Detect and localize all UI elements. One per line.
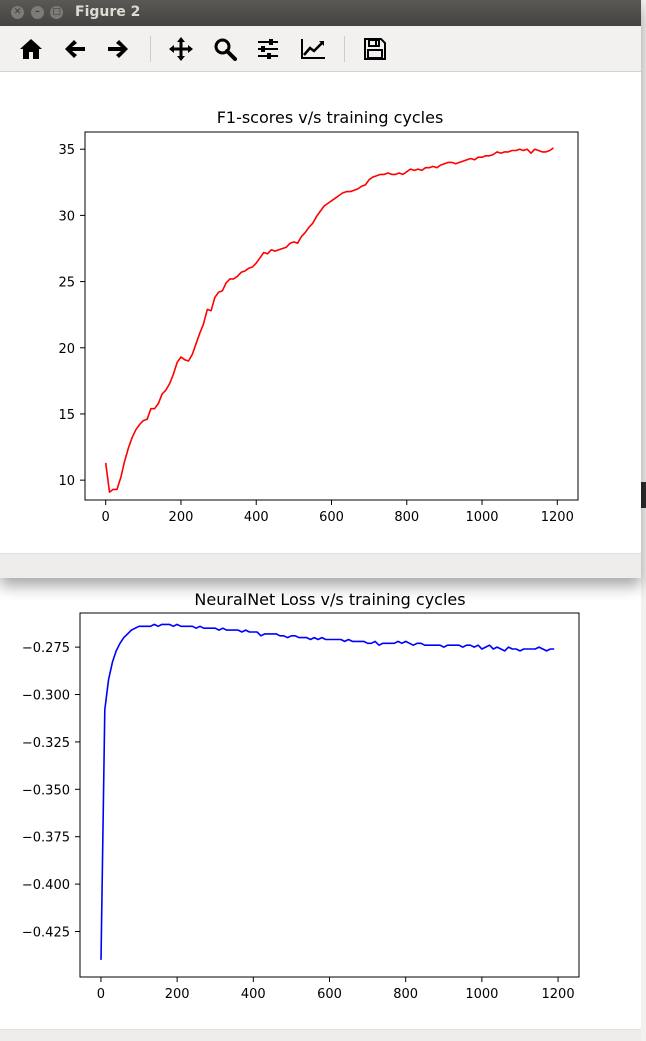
c2-y-tick-label: −0.325 — [22, 736, 70, 751]
move-icon — [169, 37, 193, 61]
f1-chart-title: F1-scores v/s training cycles — [217, 108, 444, 127]
floppy-disk-icon — [364, 38, 386, 60]
c2-y-tick-label: −0.400 — [22, 878, 70, 893]
window-title: Figure 2 — [75, 4, 141, 20]
c1-x-tick-label: 800 — [394, 510, 419, 525]
c1-y-tick-label: 10 — [58, 474, 75, 489]
close-window-button[interactable]: ✕ — [11, 6, 24, 19]
forward-button[interactable] — [103, 35, 133, 63]
pan-button[interactable] — [166, 35, 196, 63]
maximize-window-button[interactable]: □ — [50, 6, 63, 19]
f1-plot-frame — [84, 131, 579, 501]
home-button[interactable] — [16, 35, 46, 63]
c1-x-tick-label: 1200 — [541, 510, 574, 525]
c1-x-tick-label: 0 — [102, 510, 110, 525]
loss-series-line — [100, 623, 555, 960]
c2-x-tick-label: 0 — [97, 987, 105, 1002]
line-chart-icon — [301, 39, 325, 59]
c1-x-tick-label: 1000 — [465, 510, 498, 525]
c1-y-tick-label: 15 — [58, 408, 75, 423]
c2-y-tick-label: −0.350 — [22, 783, 70, 798]
minimize-window-button[interactable]: – — [31, 6, 44, 19]
background-window-handle — [641, 482, 646, 508]
c1-y-tick-label: 25 — [58, 276, 75, 291]
c2-x-tick-label: 600 — [317, 987, 342, 1002]
f1-chart: F1-scores v/s training cycles 0 200 400 600… — [58, 108, 579, 525]
back-button[interactable] — [60, 35, 90, 63]
c1-y-tick-label: 30 — [58, 209, 75, 224]
c1-y-tick-label: 35 — [58, 143, 75, 158]
sliders-icon — [258, 39, 278, 59]
background-window-edge — [641, 0, 646, 1041]
c2-x-tick-label: 800 — [393, 987, 418, 1002]
c2-x-tick-label: 1200 — [542, 987, 575, 1002]
loss-chart-title: NeuralNet Loss v/s training cycles — [194, 590, 465, 609]
toolbar-separator — [344, 36, 345, 62]
c2-x-tick-label: 200 — [165, 987, 190, 1002]
arrow-left-icon — [65, 40, 85, 58]
save-figure-button[interactable] — [360, 35, 390, 63]
c1-y-tick-label: 20 — [58, 342, 75, 357]
magnifier-icon — [214, 38, 237, 61]
figure-statusbar — [0, 553, 641, 578]
subplots-button[interactable] — [253, 35, 283, 63]
c2-y-tick-label: −0.300 — [22, 689, 70, 704]
edit-curves-button[interactable] — [298, 35, 328, 63]
c2-x-tick-label: 400 — [241, 987, 266, 1002]
c2-y-tick-label: −0.425 — [22, 926, 70, 941]
arrow-right-icon — [108, 40, 128, 58]
f1-series-line — [104, 147, 554, 493]
figure-window: ✕ – □ Figure 2 — [0, 0, 641, 578]
c1-x-tick-label: 600 — [319, 510, 344, 525]
c1-x-tick-label: 400 — [244, 510, 269, 525]
c2-y-tick-label: −0.275 — [22, 641, 70, 656]
home-icon — [20, 39, 42, 59]
toolbar-separator — [150, 36, 151, 62]
navigation-toolbar — [0, 26, 641, 72]
figure-window-statusbar — [0, 1029, 641, 1041]
loss-chart: NeuralNet Loss v/s training cycles 0 200 4… — [0, 578, 641, 1029]
c2-x-tick-label: 1000 — [465, 987, 498, 1002]
window-titlebar: ✕ – □ Figure 2 — [0, 0, 641, 26]
c2-y-tick-label: −0.375 — [22, 831, 70, 846]
c1-x-tick-label: 200 — [169, 510, 194, 525]
zoom-button[interactable] — [210, 35, 240, 63]
